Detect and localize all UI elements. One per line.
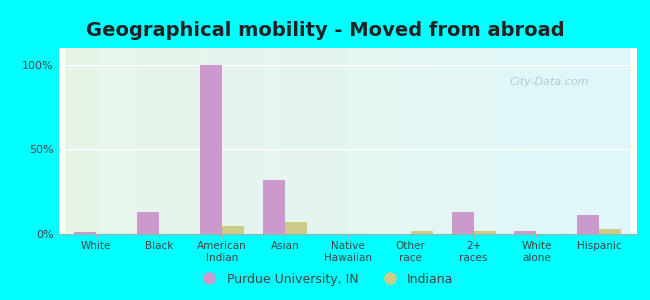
Bar	[514, 231, 536, 234]
Bar	[74, 232, 96, 234]
Bar	[473, 231, 495, 234]
Bar	[599, 229, 621, 234]
Bar	[200, 65, 222, 234]
Bar	[452, 212, 473, 234]
Text: Geographical mobility - Moved from abroad: Geographical mobility - Moved from abroa…	[86, 21, 564, 40]
Text: City-Data.com: City-Data.com	[510, 77, 590, 87]
Bar	[222, 226, 244, 234]
Bar	[411, 231, 433, 234]
Bar	[285, 222, 307, 234]
Legend: Purdue University, IN, Indiana: Purdue University, IN, Indiana	[192, 268, 458, 291]
Bar	[137, 212, 159, 234]
Bar	[577, 215, 599, 234]
Bar	[263, 180, 285, 234]
